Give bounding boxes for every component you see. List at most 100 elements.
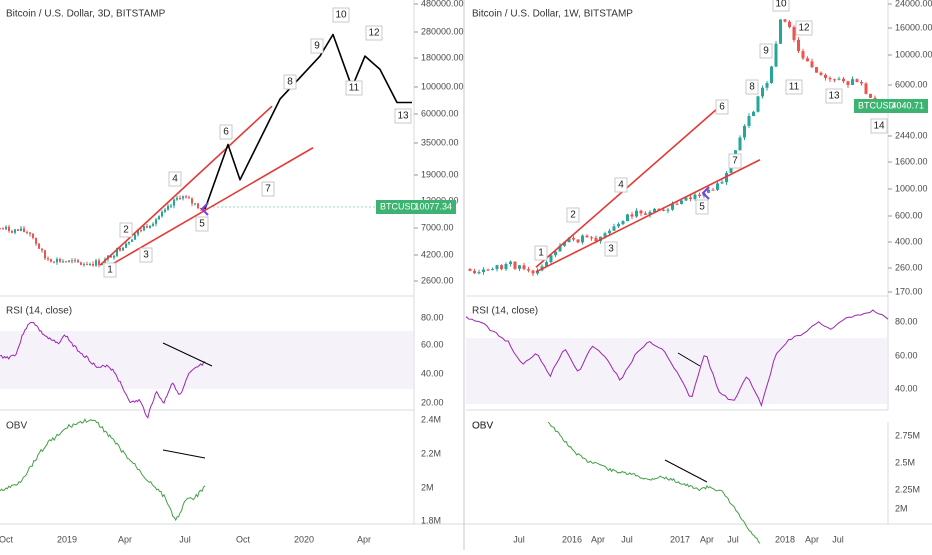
wave-label-box bbox=[745, 79, 759, 95]
obv-title: OBV bbox=[472, 421, 493, 432]
candle-body bbox=[14, 229, 16, 233]
rsi-series bbox=[465, 309, 889, 408]
wave-label-text: 4 bbox=[618, 180, 624, 191]
candle-body bbox=[612, 226, 616, 231]
price-tick-label: 35000.00 bbox=[421, 137, 459, 147]
candle-body bbox=[567, 237, 571, 243]
price-tick-label: 100000.00 bbox=[421, 81, 464, 91]
candle-body bbox=[176, 198, 178, 200]
price-badge-bg bbox=[854, 99, 928, 113]
price-tick-label: 19000.00 bbox=[421, 169, 459, 179]
wave-label-10: 10 bbox=[772, 0, 790, 12]
candle-body bbox=[491, 269, 494, 271]
time-tick-label: Apr bbox=[700, 534, 714, 544]
rsi-tick-label: 80.00 bbox=[421, 312, 444, 322]
rsi-series bbox=[0, 321, 206, 419]
obv-tick-label: 2.25M bbox=[895, 484, 920, 494]
trend-line-lower bbox=[535, 159, 761, 273]
time-tick-label: Apr bbox=[805, 534, 819, 544]
wave-label-box bbox=[772, 0, 790, 12]
candle-body bbox=[783, 19, 787, 22]
candle-body bbox=[725, 172, 728, 183]
price-badge-symbol: BTCUSD bbox=[858, 100, 896, 110]
wave-label-text: 14 bbox=[873, 121, 885, 132]
candle-body bbox=[855, 79, 859, 82]
rsi-tick-label: 60.00 bbox=[421, 339, 444, 349]
price-tick-label: 4200.00 bbox=[421, 249, 454, 259]
candle-body bbox=[77, 260, 79, 263]
candle-body bbox=[770, 66, 773, 83]
price-tick-label: 600.00 bbox=[895, 210, 923, 220]
candle-body bbox=[518, 265, 521, 269]
wave-label-box bbox=[566, 207, 580, 223]
candle-body bbox=[65, 261, 67, 263]
projection-path bbox=[204, 33, 412, 210]
wave-label-5: 5 bbox=[695, 199, 709, 215]
candle-body bbox=[657, 208, 661, 210]
candle-body bbox=[644, 213, 647, 215]
chart-title: Bitcoin / U.S. Dollar, 3D, BITSTAMP bbox=[6, 9, 166, 20]
wave-label-text: 10 bbox=[335, 10, 347, 21]
wave-label-text: 2 bbox=[123, 225, 129, 236]
time-tick-label: Jul bbox=[621, 534, 633, 544]
wave-label-13: 13 bbox=[394, 108, 412, 124]
candle-body bbox=[2, 228, 4, 230]
time-tick-label: Jul bbox=[513, 534, 525, 544]
wave-label-text: 12 bbox=[798, 23, 810, 34]
candle-body bbox=[707, 189, 710, 193]
divergence-line bbox=[162, 342, 213, 367]
candle-body bbox=[842, 78, 845, 82]
candle-body bbox=[819, 72, 823, 75]
wave-label-11: 11 bbox=[345, 80, 363, 96]
candle-body bbox=[8, 226, 10, 231]
wave-label-13: 13 bbox=[825, 88, 843, 104]
wave-label-box bbox=[870, 118, 888, 134]
candle-body bbox=[572, 237, 575, 240]
candle-body bbox=[152, 223, 154, 226]
candle-body bbox=[122, 247, 124, 251]
candle-body bbox=[495, 265, 499, 270]
candle-body bbox=[509, 261, 512, 265]
wave-label-10: 10 bbox=[332, 7, 350, 23]
candle-body bbox=[131, 239, 133, 242]
wave-label-box bbox=[168, 171, 182, 187]
price-tick-label: 6000.00 bbox=[895, 79, 928, 89]
wave-label-box bbox=[785, 79, 803, 95]
candle-body bbox=[167, 205, 169, 210]
wave-label-box bbox=[614, 177, 628, 193]
candle-body bbox=[648, 211, 652, 215]
wave-label-box bbox=[119, 222, 133, 238]
candle-body bbox=[563, 242, 566, 246]
price-badge-symbol: BTCUSD bbox=[380, 201, 418, 211]
wave-label-text: 7 bbox=[265, 184, 271, 195]
candle-body bbox=[477, 272, 481, 274]
wave-label-7: 7 bbox=[728, 153, 742, 169]
wave-label-box bbox=[365, 25, 383, 41]
obv-clip bbox=[466, 410, 890, 422]
candle-body bbox=[738, 137, 742, 151]
candle-body bbox=[98, 260, 100, 265]
price-badge-value: 4040.71 bbox=[891, 100, 924, 110]
candle-body bbox=[653, 208, 656, 212]
arrow-marker bbox=[200, 202, 209, 216]
wave-label-text: 9 bbox=[314, 41, 320, 52]
candle-body bbox=[594, 237, 598, 242]
wave-label-text: 8 bbox=[287, 77, 293, 88]
candle-body bbox=[5, 226, 7, 230]
candle-body bbox=[851, 79, 854, 85]
candle-body bbox=[666, 209, 670, 211]
candle-body bbox=[128, 241, 130, 244]
wave-label-5: 5 bbox=[195, 216, 209, 232]
candle-body bbox=[761, 87, 764, 97]
candle-body bbox=[71, 260, 73, 262]
rsi-tick-label: 80.00 bbox=[895, 316, 918, 326]
price-tick-label: 1000.00 bbox=[895, 183, 928, 193]
time-tick-label: 2016 bbox=[562, 534, 582, 544]
wave-label-text: 9 bbox=[763, 46, 769, 57]
rsi-tick-label: 40.00 bbox=[895, 383, 918, 393]
wave-label-box bbox=[715, 99, 729, 115]
candle-body bbox=[41, 248, 43, 251]
time-tick-label: Jul bbox=[832, 534, 844, 544]
wave-label-box bbox=[283, 74, 297, 90]
